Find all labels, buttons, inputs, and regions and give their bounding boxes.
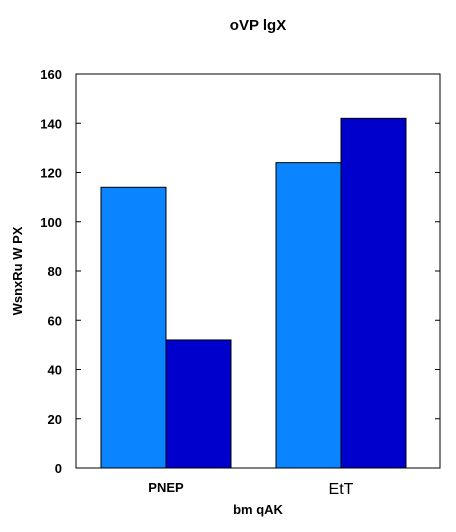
bar-pnep-series-1	[100, 186, 167, 469]
y-tick-label: 80	[48, 264, 62, 279]
y-axis-label: WsnxRu W PX	[10, 226, 25, 315]
bars-group	[100, 117, 407, 469]
x-tick-label-pnep: PNEP	[148, 480, 184, 495]
bar-pnep-series-2	[165, 339, 232, 469]
bar-ett-series-2	[340, 117, 407, 469]
y-tick-label: 20	[48, 412, 62, 427]
bar-ett-series-1	[275, 162, 342, 469]
y-tick-label: 0	[55, 461, 62, 476]
y-tick-label: 160	[40, 67, 62, 82]
x-axis-ticks: PNEP EtT	[148, 480, 353, 498]
x-axis-label: bm qAK	[233, 502, 283, 517]
y-tick-label: 120	[40, 166, 62, 181]
chart-title: oVP lgX	[230, 17, 286, 34]
y-tick-label: 140	[40, 116, 62, 131]
y-axis-ticks: 0 20 40 60 80 100 120 140 160	[40, 67, 440, 476]
y-tick-label: 60	[48, 313, 62, 328]
y-tick-label: 40	[48, 363, 62, 378]
plot-area: 0 20 40 60 80 100 120 140 160 PNEP EtT	[40, 67, 441, 498]
x-tick-label-ett: EtT	[329, 481, 354, 498]
y-tick-label: 100	[40, 215, 62, 230]
